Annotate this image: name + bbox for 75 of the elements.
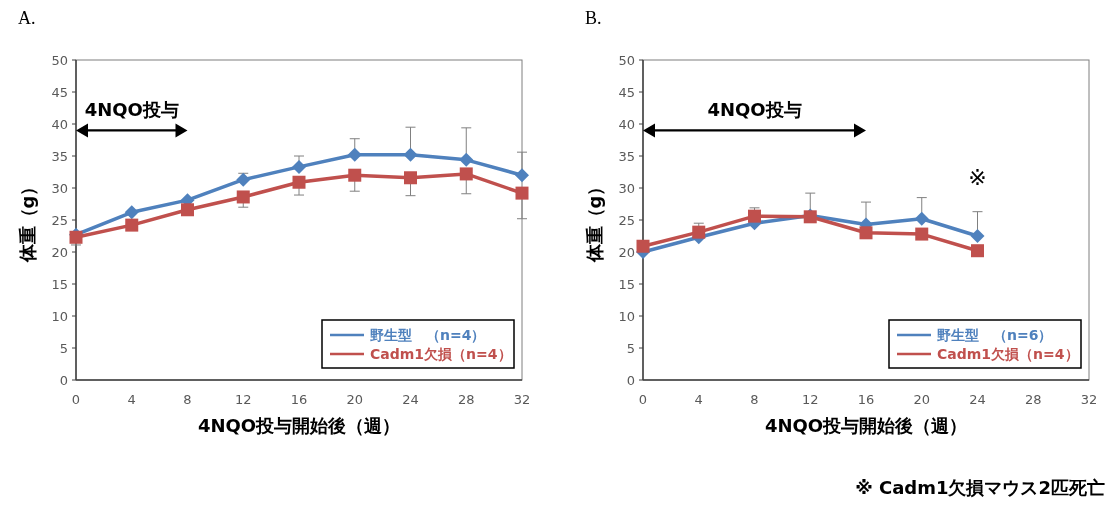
x-tick-label: 20 [913,392,931,407]
point [348,168,362,182]
y-tick-label: 40 [51,116,68,132]
y-tick-label: 35 [618,148,635,164]
y-tick-label: 50 [618,52,635,68]
point [515,168,529,183]
y-tick-label: 5 [59,340,68,356]
x-axis-title: 4NQO投与開始後（週） [197,415,401,436]
legend-label: 野生型 （n=4） [370,326,486,343]
x-tick-label: 32 [513,392,531,407]
legend-label: Cadm1欠損（n=4） [370,345,512,362]
point [181,203,194,217]
annotation: ※ [968,164,987,190]
y-tick-label: 50 [51,52,68,68]
x-tick-label: 8 [183,392,192,407]
point [459,152,474,167]
y-tick-label: 20 [618,244,635,260]
chart-title: A. [18,8,36,28]
y-tick-label: 45 [618,84,635,100]
point [236,190,250,204]
point [292,159,306,174]
x-tick-label: 0 [638,392,648,407]
x-tick-label: 20 [346,392,364,407]
legend-label: 野生型 （n=6） [937,326,1053,343]
annotation: 4NQO投与 [84,99,179,121]
point [636,239,650,253]
x-tick-label: 32 [1080,392,1098,407]
point [292,175,306,189]
legend-label: Cadm1欠損（n=4） [937,345,1079,362]
y-tick-label: 0 [59,372,68,388]
y-tick-label: 5 [626,340,635,356]
y-tick-label: 40 [618,116,635,132]
x-tick-label: 12 [801,392,819,407]
x-tick-label: 24 [969,392,986,407]
y-tick-label: 35 [51,148,68,164]
point [403,147,418,162]
y-axis-title: 体重（g） [584,177,605,264]
y-tick-label: 30 [618,180,635,196]
x-tick-label: 8 [750,392,759,407]
point [971,244,984,258]
y-tick-label: 0 [626,372,635,388]
x-tick-label: 4 [694,392,703,407]
y-tick-label: 45 [51,84,68,100]
y-tick-label: 20 [51,244,68,260]
point [915,227,929,241]
x-tick-label: 4 [127,392,136,407]
annotation: 4NQO投与 [707,99,802,121]
y-axis-title: 体重（g） [17,177,38,264]
x-tick-label: 0 [71,392,81,407]
point [970,229,985,243]
y-tick-label: 30 [51,180,68,196]
y-tick-label: 10 [51,308,68,324]
point [459,167,473,181]
point [515,186,529,200]
point [124,205,139,220]
point [236,172,251,187]
text: ※ Cadm1欠損マウス2匹死亡 [855,477,1105,498]
y-tick-label: 15 [618,276,635,292]
y-tick-label: 10 [618,308,635,324]
x-tick-label: 28 [457,392,475,407]
x-tick-label: 24 [402,392,419,407]
chart-title: B. [585,8,602,28]
point [859,226,873,240]
y-tick-label: 25 [618,212,635,228]
point [347,147,362,162]
point [914,211,929,226]
x-axis-title: 4NQO投与開始後（週） [764,415,968,436]
x-tick-label: 16 [290,392,308,407]
point [125,218,139,232]
point [404,171,417,185]
y-tick-label: 25 [51,212,68,228]
x-tick-label: 16 [857,392,875,407]
x-tick-label: 28 [1024,392,1042,407]
y-tick-label: 15 [51,276,68,292]
x-tick-label: 12 [234,392,252,407]
